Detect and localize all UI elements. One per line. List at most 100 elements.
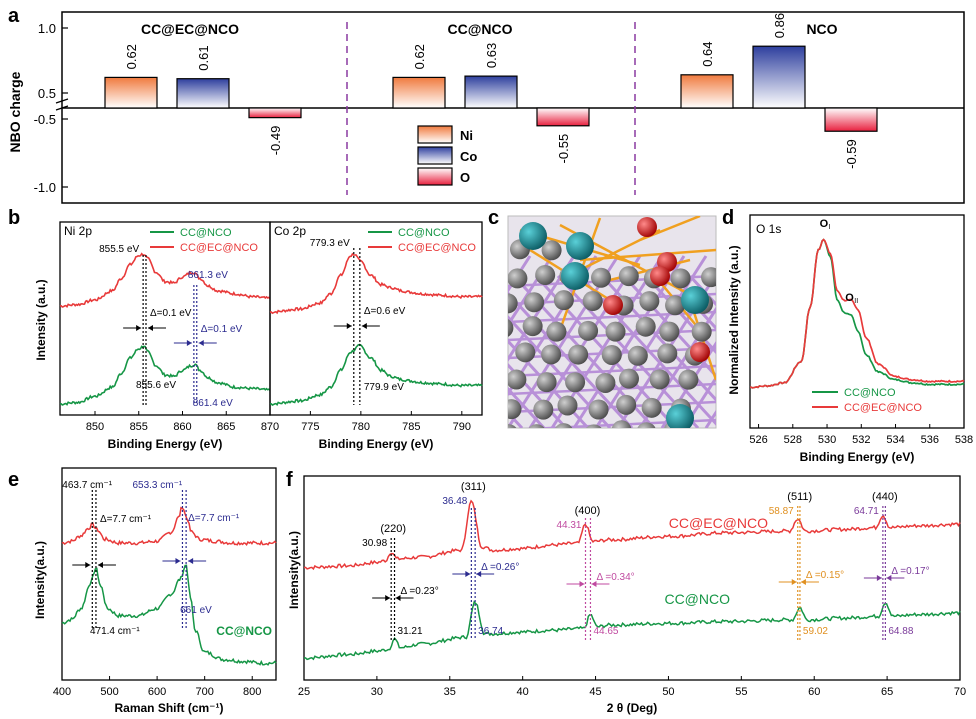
b1-xlabel: Binding Energy (eV): [108, 437, 223, 451]
panel-f-delta-arrow-head: [876, 575, 882, 581]
panel-e-delta-arrow-head: [97, 562, 103, 568]
carbon-atom: [657, 343, 678, 364]
carbon-atom: [508, 268, 528, 289]
panel-a-label: a: [8, 5, 20, 27]
panel-a-bar-value: 0.62: [412, 44, 427, 69]
panel-f-delta-arrow-head: [886, 575, 892, 581]
b2-legend-label: CC@NCO: [398, 227, 450, 239]
panel-f-delta: Δ =0.15°: [806, 570, 844, 581]
b2-tick-label: 790: [453, 421, 471, 433]
lattice-bond: [508, 315, 612, 428]
b1-series-line: [59, 252, 271, 309]
panel-e-annotation: Δ=7.7 cm⁻¹: [188, 513, 240, 524]
panel-f-delta-arrow-head: [800, 579, 806, 585]
panel-b-ni2p: 850 855 860 865 870 Binding Energy (eV) Ni 2p C…: [59, 221, 279, 451]
panel-f-delta-arrow-head: [385, 595, 391, 601]
panel-f-delta: Δ =0.23°: [401, 586, 439, 597]
carbon-atom: [524, 292, 545, 313]
carbon-atom: [508, 319, 514, 337]
b1-delta-arrow-head: [136, 325, 142, 331]
carbon-atom: [665, 295, 686, 316]
panel-d-peak-label: O: [845, 292, 854, 304]
b1-annotation: 861.3 eV: [188, 270, 228, 281]
metal-atom: [681, 286, 709, 314]
carbon-atom: [639, 291, 660, 312]
panel-f: f Intensity(a.u.) 25 30 35 40 45 50 55 60 65 70 2 …: [286, 469, 966, 715]
panel-f-peak-nco: 59.02: [803, 626, 828, 637]
panel-d-series-line: [749, 238, 965, 389]
panel-f-tick-label: 35: [444, 686, 456, 698]
panel-f-xlabel: 2 θ (Deg): [607, 701, 658, 715]
panel-f-hkl: (511): [787, 491, 812, 503]
carbon-atom: [701, 267, 716, 288]
carbon-atom: [469, 421, 489, 441]
panel-a-bar-value: 0.61: [196, 45, 211, 70]
panel-e-series-label: CC@NCO: [216, 624, 272, 638]
carbon-atom: [482, 374, 502, 394]
panel-a-bar-value: -0.49: [268, 126, 283, 156]
panel-d-series-line: [749, 238, 965, 389]
panel-a-legend: Ni Co O: [417, 125, 477, 186]
b1-tick-label: 860: [173, 421, 191, 433]
panel-d-legend-label: CC@NCO: [844, 387, 896, 399]
carbon-atom: [485, 345, 505, 365]
panel-a-bar-co: [176, 78, 230, 109]
panel-e-tick-label: 700: [195, 686, 213, 698]
panel-a-legend-label: Co: [460, 149, 477, 164]
oxygen-atom: [650, 266, 670, 286]
carbon-atom: [555, 423, 573, 428]
panel-f-tick-label: 30: [371, 686, 383, 698]
carbon-atom: [522, 316, 543, 337]
carbon-atom: [535, 264, 556, 285]
carbon-atom: [601, 344, 622, 365]
panel-f-delta-arrow-head: [591, 581, 597, 587]
oxygen-atom: [603, 295, 623, 315]
carbon-atom: [659, 321, 680, 342]
panel-f-peak-nco: 44.65: [593, 626, 618, 637]
b1-annotation: 855.5 eV: [99, 244, 139, 255]
b1-tick-label: 870: [261, 421, 279, 433]
panel-e-delta-arrow-head: [175, 558, 181, 564]
b2-tick-label: 775: [301, 421, 319, 433]
lattice-bond: [360, 276, 500, 428]
metal-atom: [666, 404, 694, 428]
panel-f-delta-arrow-head: [395, 595, 401, 601]
panel-f-peak-nco: 31.21: [398, 626, 423, 637]
b2-tick-label: 780: [352, 421, 370, 433]
carbon-atom: [691, 321, 712, 342]
panel-a-bar-ni: [104, 76, 158, 109]
panel-d-xlabel: Binding Energy (eV): [800, 450, 915, 464]
panel-f-tick-label: 50: [662, 686, 674, 698]
lattice-bond: [572, 255, 686, 428]
panel-b: b Intensity (a.u.) 850 855 860 865 870 Bindin…: [8, 207, 483, 451]
carbon-atom: [618, 266, 639, 287]
panel-f-delta: Δ =0.17°: [891, 566, 929, 577]
panel-f-tick-label: 65: [881, 686, 893, 698]
panel-f-peak-ecnco: 44.31: [556, 520, 581, 531]
panel-a-bar-o: [536, 107, 590, 127]
panel-d-peak-subscript: I: [829, 224, 831, 231]
carbon-atom: [641, 397, 662, 418]
panel-f-ylabel: Intensity(a.u.): [287, 531, 301, 609]
panel-a: a NBO charge 1.00.5-0.5-1.0 CC@EC@NCO0.6…: [7, 5, 965, 204]
metal-atom: [566, 232, 594, 260]
b1-annotation: Δ=0.1 eV: [201, 324, 243, 335]
carbon-atom: [536, 372, 557, 393]
panel-f-hkl: (311): [461, 481, 486, 493]
panel-a-bar-co: [752, 45, 806, 109]
b1-tick-label: 865: [217, 421, 235, 433]
carbon-atom: [533, 399, 554, 420]
panel-a-bar-value: 0.63: [484, 43, 499, 68]
panel-a-bar-value: -0.59: [844, 139, 859, 169]
panel-d-tick-label: 534: [886, 434, 904, 446]
panel-f-peak-nco: 64.88: [888, 626, 913, 637]
panel-b-co2p: 775 780 785 790 Binding Energy (eV) Co 2p CC@N…: [269, 221, 483, 451]
panel-f-delta: Δ =0.34°: [596, 572, 634, 583]
panel-e-annotation: Δ=7.7 cm⁻¹: [100, 514, 152, 525]
panel-e-ylabel: Intensity(a.u.): [33, 541, 47, 619]
panel-a-ytick-label: 1.0: [38, 21, 56, 36]
panel-d-ylabel: Normalized Intensity (a.u.): [727, 245, 741, 394]
structure-content: [360, 216, 716, 441]
panel-e: e Intensity(a.u.) 400 500 600 700 800 Raman S…: [8, 467, 277, 715]
panel-a-bar-value: 0.86: [772, 13, 787, 38]
